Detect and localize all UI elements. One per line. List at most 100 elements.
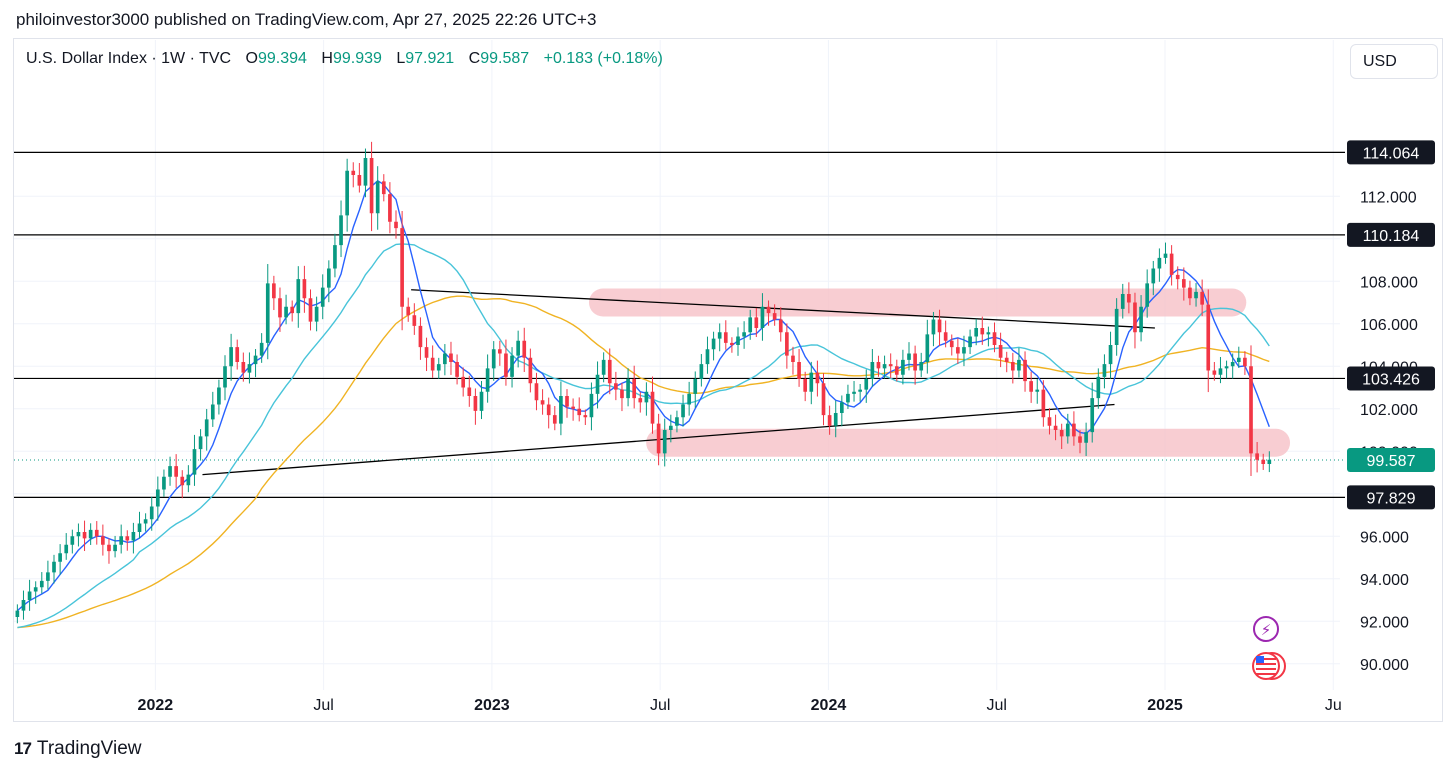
- candle-body: [925, 334, 930, 362]
- price-tick-label: 108.000: [1360, 274, 1418, 291]
- candle-body: [70, 536, 75, 545]
- ma-fast-line: [16, 179, 1270, 612]
- low-label: L: [396, 50, 406, 67]
- currency-label: USD: [1363, 52, 1397, 70]
- candle-body: [1010, 362, 1015, 371]
- publish-info: philoinvestor3000 published on TradingVi…: [16, 10, 597, 29]
- candle-body: [1127, 294, 1131, 303]
- candle-body: [1181, 279, 1186, 288]
- candle-body: [943, 332, 948, 341]
- candle-body: [1120, 294, 1125, 309]
- price-tick-label: 94.000: [1360, 572, 1409, 589]
- candle-body: [552, 415, 557, 424]
- candle-body: [149, 506, 154, 520]
- candle-body: [540, 400, 545, 405]
- chart-pane[interactable]: [13, 38, 1443, 722]
- candle-body: [455, 362, 459, 377]
- candle-body: [229, 347, 233, 367]
- time-tick-label: 2022: [138, 697, 174, 714]
- candle-body: [82, 532, 87, 539]
- candle-body: [632, 379, 637, 399]
- candle-body: [436, 364, 441, 371]
- candle-body: [46, 572, 50, 581]
- level-badge-label: 114.064: [1363, 145, 1420, 162]
- candle-body: [589, 393, 594, 418]
- candle-body: [443, 353, 447, 365]
- lightning-icon: [1253, 616, 1279, 642]
- candle-body: [803, 379, 808, 392]
- candle-body: [64, 544, 69, 554]
- candle-body: [827, 415, 832, 426]
- candle-body: [339, 215, 343, 246]
- candle-body: [528, 357, 533, 384]
- candle-body: [1169, 253, 1174, 275]
- candle-body: [607, 359, 612, 384]
- candle-body: [516, 340, 520, 356]
- event-markers: ⚡: [1252, 616, 1286, 680]
- candle-body: [1175, 274, 1180, 280]
- candle-body: [491, 349, 496, 369]
- candle-body: [907, 353, 911, 360]
- candle-body: [992, 332, 997, 345]
- time-axis: 2022 Jul 2023 Jul 2024 Jul 2025 Ju: [138, 697, 1342, 714]
- candle-body: [1114, 308, 1119, 345]
- price-tick-label: 90.000: [1360, 657, 1409, 674]
- candle-body: [559, 396, 563, 424]
- candle-body: [302, 279, 307, 299]
- candle-body: [1090, 398, 1095, 433]
- candle-body: [1151, 268, 1156, 284]
- candle-body: [1194, 291, 1198, 299]
- currency-button[interactable]: USD: [1350, 44, 1438, 79]
- candle-body: [730, 342, 734, 345]
- level-badge-label: 97.829: [1367, 490, 1416, 507]
- candle-body: [815, 372, 820, 384]
- candle-body: [693, 379, 698, 394]
- candle-body: [919, 362, 924, 371]
- candle-body: [143, 519, 148, 524]
- candle-body: [772, 313, 777, 320]
- candle-body: [681, 404, 685, 418]
- candle-body: [473, 396, 478, 411]
- candle-body: [88, 529, 93, 539]
- candle-body: [937, 319, 942, 333]
- candle-body: [345, 170, 349, 216]
- level-badge: [1347, 222, 1435, 247]
- candle-body: [748, 317, 753, 333]
- candle-body: [705, 349, 710, 365]
- candle-body: [394, 221, 398, 229]
- candle-body: [290, 306, 295, 314]
- candle-body: [198, 436, 203, 450]
- candle-body: [1065, 423, 1070, 437]
- high-label: H: [321, 50, 333, 67]
- candle-body: [821, 383, 826, 416]
- candle-body: [980, 328, 985, 335]
- open-value: 99.394: [258, 50, 307, 67]
- candle-body: [1023, 359, 1027, 382]
- candle-body: [1200, 291, 1204, 305]
- time-tick-label: 2023: [474, 697, 510, 714]
- candle-body: [1249, 366, 1253, 454]
- candle-body: [113, 544, 117, 552]
- candle-body: [125, 536, 130, 541]
- level-badge-label: 103.426: [1362, 371, 1420, 388]
- candles: [15, 141, 1272, 624]
- candle-body: [58, 553, 62, 562]
- ma-slow-line: [17, 295, 1270, 629]
- candle-body: [717, 332, 722, 339]
- candle-body: [1157, 257, 1162, 269]
- candle-body: [1035, 389, 1040, 392]
- current-price-label: 99.587: [1367, 453, 1416, 470]
- time-tick-label: 2024: [811, 697, 847, 714]
- symbol-info: U.S. Dollar Index · 1W · TVC: [26, 50, 232, 67]
- candle-body: [272, 283, 276, 299]
- footer: 17 TradingView: [14, 738, 141, 760]
- candle-body: [497, 349, 502, 354]
- candle-body: [974, 328, 979, 337]
- candle-body: [522, 340, 527, 358]
- candle-body: [534, 383, 539, 401]
- time-tick-label: Jul: [986, 697, 1006, 714]
- candle-body: [1243, 357, 1247, 367]
- level-badge: [1347, 140, 1435, 165]
- price-tick-label: 106.000: [1360, 317, 1418, 334]
